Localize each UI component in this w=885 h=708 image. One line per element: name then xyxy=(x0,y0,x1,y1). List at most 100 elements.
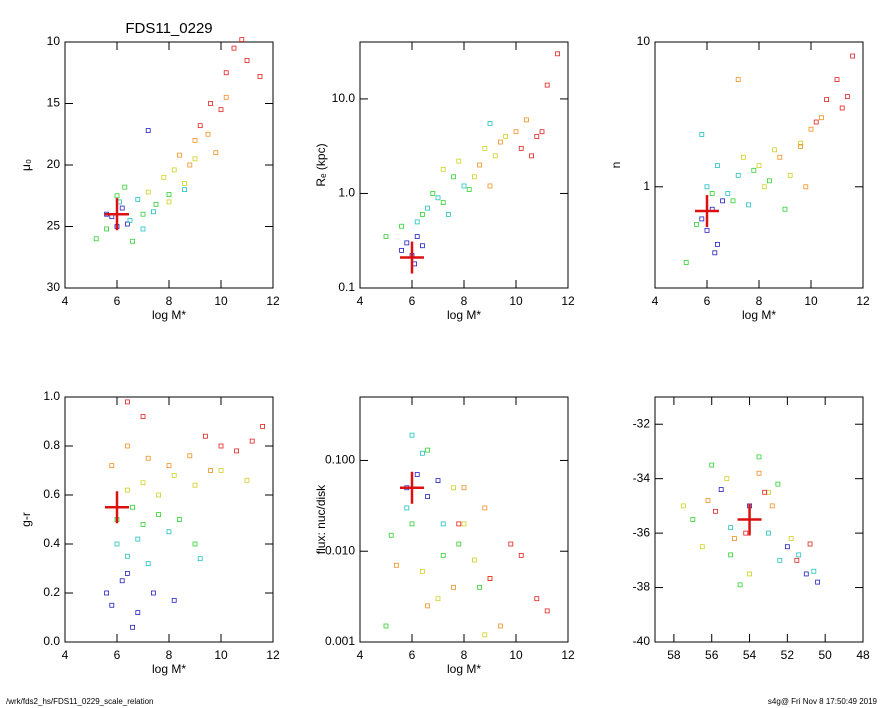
x-tick-label: 6 xyxy=(409,294,416,308)
data-point xyxy=(824,97,829,103)
data-point xyxy=(192,156,198,162)
data-point xyxy=(694,221,699,227)
x-tick-label: 10 xyxy=(509,294,523,308)
data-point xyxy=(544,608,550,614)
data-point xyxy=(756,163,762,169)
data-point xyxy=(176,517,182,522)
footer-path: /wrk/fds2_hs/FDS11_0229_scale_relation xyxy=(6,697,154,706)
x-axis-label: log M* xyxy=(742,308,776,322)
y-tick-label: 1.0 xyxy=(338,186,355,200)
x-tick-label: 4 xyxy=(62,648,69,662)
data-point xyxy=(171,167,177,173)
y-tick-label: 1 xyxy=(643,179,650,193)
data-point xyxy=(383,623,389,629)
data-point xyxy=(839,105,845,111)
data-point xyxy=(414,472,420,477)
data-point xyxy=(718,487,724,492)
data-point xyxy=(788,536,794,541)
data-point xyxy=(766,530,771,536)
data-point xyxy=(150,209,156,215)
data-point xyxy=(119,578,125,584)
data-point xyxy=(508,541,514,547)
data-point xyxy=(171,472,177,478)
data-point xyxy=(404,505,410,511)
y-tick-label: -36 xyxy=(633,525,651,539)
data-point xyxy=(503,134,509,139)
data-point xyxy=(534,596,540,602)
data-point xyxy=(156,492,162,498)
data-point xyxy=(257,74,263,79)
data-point xyxy=(761,184,767,190)
data-point xyxy=(218,107,224,113)
data-point xyxy=(440,166,446,172)
x-tick-label: 12 xyxy=(561,648,575,662)
data-point xyxy=(705,498,711,503)
data-point xyxy=(482,632,488,638)
data-point xyxy=(104,226,109,232)
chart-title: FDS11_0229 xyxy=(125,20,212,37)
y-axis-label: Rₑ (kpc) xyxy=(314,143,328,186)
data-point xyxy=(114,193,120,199)
data-point xyxy=(135,536,141,542)
data-point xyxy=(404,240,410,246)
x-tick-label: 4 xyxy=(62,294,69,308)
data-point xyxy=(690,517,696,522)
data-point xyxy=(482,145,488,151)
data-point xyxy=(166,199,172,205)
data-point xyxy=(784,544,790,550)
data-point xyxy=(425,205,431,211)
y-axis-label: n xyxy=(609,162,623,169)
data-point xyxy=(451,174,457,180)
x-axis-label: log M* xyxy=(447,308,481,322)
data-point xyxy=(119,205,125,211)
data-point xyxy=(451,584,457,590)
y-tick-label: 0.2 xyxy=(43,585,60,599)
data-point xyxy=(845,94,850,99)
data-point xyxy=(114,541,120,547)
data-point xyxy=(130,504,136,510)
data-point xyxy=(730,198,736,204)
data-point xyxy=(419,450,425,456)
data-point xyxy=(153,201,159,207)
data-point xyxy=(231,45,237,51)
data-point xyxy=(213,150,219,156)
y-tick-label: 0.8 xyxy=(43,438,60,452)
data-point xyxy=(724,476,730,482)
data-point xyxy=(187,453,193,459)
x-tick-label: 6 xyxy=(114,294,121,308)
data-point xyxy=(104,590,109,596)
data-point xyxy=(807,541,813,547)
data-point xyxy=(728,552,734,558)
x-tick-label: 8 xyxy=(756,294,763,308)
y-tick-label: 0.100 xyxy=(325,453,355,467)
data-point xyxy=(487,183,493,189)
x-tick-label: 8 xyxy=(461,648,468,662)
data-point xyxy=(109,602,115,608)
plot-frame xyxy=(64,396,274,643)
data-point xyxy=(156,512,162,517)
data-point xyxy=(699,216,705,222)
data-point xyxy=(166,463,172,469)
data-point xyxy=(388,532,394,538)
data-point xyxy=(182,181,188,186)
x-tick-label: 50 xyxy=(819,648,833,662)
data-point xyxy=(777,154,783,160)
data-point xyxy=(461,485,467,491)
data-point xyxy=(709,191,715,196)
data-point xyxy=(135,610,141,615)
x-tick-label: 10 xyxy=(509,648,523,662)
data-point xyxy=(182,187,188,193)
y-tick-label: -40 xyxy=(633,634,651,648)
data-point xyxy=(161,174,167,180)
data-point xyxy=(683,260,689,265)
data-point xyxy=(244,477,250,483)
data-point xyxy=(699,132,705,137)
footer-stamp: s4g@ Fri Nov 8 17:50:49 2019 xyxy=(768,697,878,706)
data-point xyxy=(176,152,182,158)
data-point xyxy=(197,123,203,129)
data-point xyxy=(769,503,775,509)
data-point xyxy=(487,576,493,581)
x-tick-label: 58 xyxy=(667,648,681,662)
data-point xyxy=(125,553,130,559)
data-point xyxy=(166,529,172,535)
